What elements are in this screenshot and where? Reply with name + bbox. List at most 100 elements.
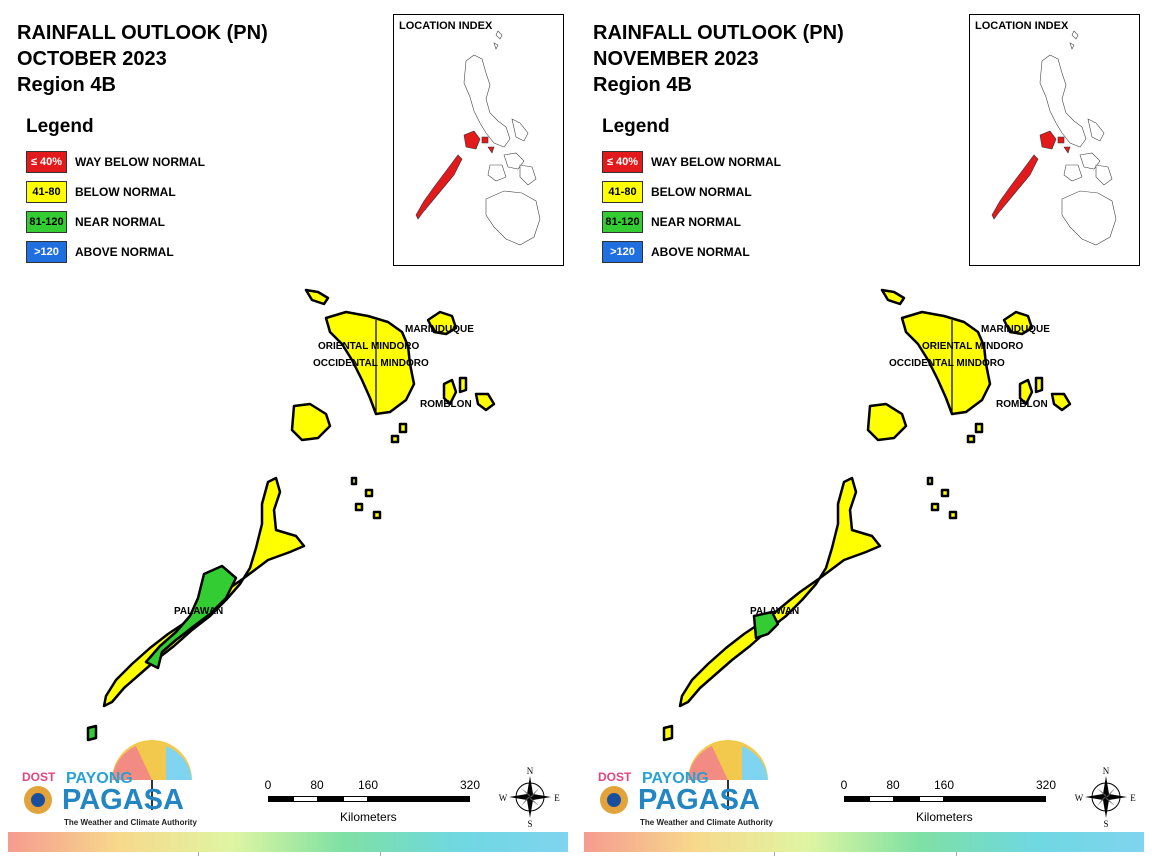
lubang-island [880, 288, 906, 306]
romblon-island-2 [1018, 378, 1034, 406]
panel-title: RAINFALL OUTLOOK (PN) NOVEMBER 2023 Regi… [593, 20, 844, 98]
title-line-1: RAINFALL OUTLOOK (PN) [593, 22, 844, 44]
logo-pagasa: PAGASA [62, 784, 184, 816]
north-arrow-icon: N S E W [1075, 766, 1136, 828]
logo-tagline: The Weather and Climate Authority [64, 818, 197, 827]
scale-tick: 0 [264, 778, 272, 792]
legend-item-above: >120 ABOVE NORMAL [602, 237, 822, 267]
legend-title: Legend [602, 116, 670, 137]
svg-text:E: E [1130, 793, 1136, 803]
logo-tagline: The Weather and Climate Authority [640, 818, 773, 827]
legend-item-near: 81-120 NEAR NORMAL [26, 207, 246, 237]
legend-item-below: 41-80 BELOW NORMAL [26, 177, 246, 207]
logo-payong: PAYONG [66, 770, 133, 787]
legend-label: ABOVE NORMAL [75, 245, 174, 259]
romblon-island-3 [458, 376, 468, 394]
balabac-island [86, 724, 98, 742]
logo-dost: DOST [22, 770, 56, 784]
legend-label: WAY BELOW NORMAL [651, 155, 782, 169]
legend: Legend ≤ 40% WAY BELOW NORMAL 41-80 BELO… [602, 116, 822, 267]
philippines-outline [991, 30, 1117, 246]
calamian-islands [866, 402, 908, 442]
label-occidental-mindoro: OCCIDENTAL MINDORO [313, 358, 429, 369]
swatch-near: 81-120 [602, 211, 643, 233]
color-strip [584, 832, 1144, 856]
philippines-outline [415, 30, 541, 246]
scale-tick: 80 [310, 778, 324, 792]
legend-label: WAY BELOW NORMAL [75, 155, 206, 169]
location-index-title: LOCATION INDEX [399, 20, 493, 32]
scale-tick: 320 [1035, 778, 1057, 792]
umbrella-icon [24, 740, 192, 814]
mindoro-island [900, 310, 992, 416]
scale-tick: 160 [357, 778, 379, 792]
payong-pagasa-logo: DOST PAYONG PAGASA The Weather and Clima… [16, 740, 206, 830]
palawan-green-zone [144, 564, 238, 670]
swatch-above: >120 [602, 241, 643, 263]
label-romblon: ROMBLON [420, 399, 472, 410]
title-month: NOVEMBER 2023 [593, 48, 759, 70]
svg-text:E: E [554, 793, 560, 803]
swatch-near: 81-120 [26, 211, 67, 233]
label-romblon: ROMBLON [996, 399, 1048, 410]
marinduque-island [426, 310, 458, 336]
legend-label: NEAR NORMAL [651, 215, 741, 229]
balabac-island [662, 724, 674, 742]
svg-text:S: S [527, 819, 532, 828]
label-oriental-mindoro: ORIENTAL MINDORO [922, 341, 1024, 352]
location-index-title: LOCATION INDEX [975, 20, 1069, 32]
scale-tick: 160 [933, 778, 955, 792]
umbrella-icon [600, 740, 768, 814]
legend: Legend ≤ 40% WAY BELOW NORMAL 41-80 BELO… [26, 116, 246, 267]
swatch-way-below: ≤ 40% [26, 151, 67, 173]
legend-label: BELOW NORMAL [75, 185, 176, 199]
swatch-below: 41-80 [26, 181, 67, 203]
label-palawan: PALAWAN [174, 606, 223, 617]
scale-unit: Kilometers [340, 810, 397, 824]
outlook-panel-october: RAINFALL OUTLOOK (PN) OCTOBER 2023 Regio… [8, 14, 568, 856]
marinduque-island [1002, 310, 1034, 336]
region-4b-map: MARINDUQUE ORIENTAL MINDORO OCCIDENTAL M… [662, 288, 1072, 742]
legend-item-way-below: ≤ 40% WAY BELOW NORMAL [602, 147, 822, 177]
panel-title: RAINFALL OUTLOOK (PN) OCTOBER 2023 Regio… [17, 20, 268, 98]
scale-bar: 0 80 160 320 Kilometers [832, 776, 1072, 826]
calamian-islands [290, 402, 332, 442]
legend-title: Legend [26, 116, 94, 137]
mindoro-island [324, 310, 416, 416]
label-oriental-mindoro: ORIENTAL MINDORO [318, 341, 420, 352]
legend-item-below: 41-80 BELOW NORMAL [602, 177, 822, 207]
label-marinduque: MARINDUQUE [981, 324, 1050, 335]
romblon-island-1 [474, 392, 496, 412]
scale-unit: Kilometers [916, 810, 973, 824]
title-region: Region 4B [593, 74, 692, 96]
color-strip [8, 832, 568, 856]
palawan-green-zone [752, 610, 780, 640]
label-palawan: PALAWAN [750, 606, 799, 617]
payong-pagasa-logo: DOST PAYONG PAGASA The Weather and Clima… [592, 740, 782, 830]
legend-label: BELOW NORMAL [651, 185, 752, 199]
legend-item-near: 81-120 NEAR NORMAL [602, 207, 822, 237]
swatch-above: >120 [26, 241, 67, 263]
label-occidental-mindoro: OCCIDENTAL MINDORO [889, 358, 1005, 369]
svg-text:W: W [499, 793, 508, 803]
scale-tick: 0 [840, 778, 848, 792]
svg-text:N: N [527, 766, 534, 776]
title-region: Region 4B [17, 74, 116, 96]
romblon-island-1 [1050, 392, 1072, 412]
legend-item-way-below: ≤ 40% WAY BELOW NORMAL [26, 147, 246, 177]
title-month: OCTOBER 2023 [17, 48, 167, 70]
palawan-island [102, 476, 306, 708]
scale-bar: 0 80 160 320 Kilometers [256, 776, 496, 826]
swatch-below: 41-80 [602, 181, 643, 203]
legend-label: NEAR NORMAL [75, 215, 165, 229]
location-index-map: LOCATION INDEX [393, 14, 564, 266]
north-arrow-icon: N S E W [499, 766, 560, 828]
label-marinduque: MARINDUQUE [405, 324, 474, 335]
scale-tick: 80 [886, 778, 900, 792]
title-line-1: RAINFALL OUTLOOK (PN) [17, 22, 268, 44]
palawan-island [678, 476, 882, 708]
logo-payong: PAYONG [642, 770, 709, 787]
logo-dost: DOST [598, 770, 632, 784]
romblon-island-2 [442, 378, 458, 406]
swatch-way-below: ≤ 40% [602, 151, 643, 173]
